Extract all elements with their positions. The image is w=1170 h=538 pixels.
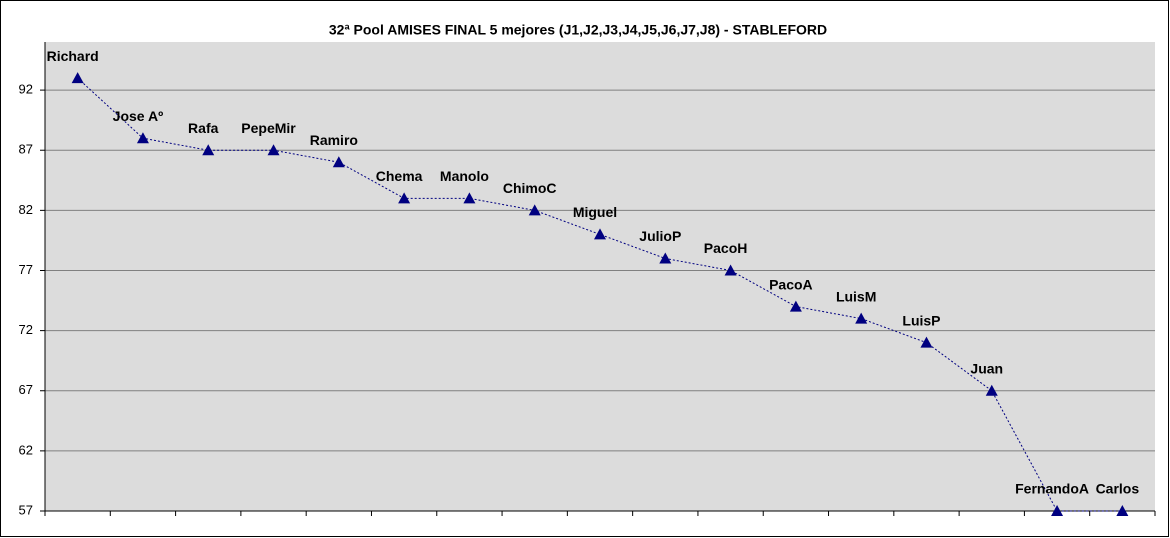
marker <box>724 264 737 276</box>
marker <box>920 336 933 348</box>
point-label: JulioP <box>639 228 681 244</box>
y-tick-label: 72 <box>19 322 33 337</box>
y-tick-label: 57 <box>19 502 33 517</box>
y-tick-label: 67 <box>19 382 33 397</box>
point-label: PepeMir <box>241 120 296 136</box>
marker <box>985 384 998 396</box>
y-tick-label: 92 <box>19 82 33 97</box>
marker <box>659 252 672 264</box>
point-label: PacoH <box>704 240 748 256</box>
point-label: Chema <box>376 168 423 184</box>
marker <box>202 144 215 156</box>
marker <box>463 192 476 204</box>
marker <box>789 300 802 312</box>
point-label: LuisM <box>836 288 876 304</box>
marker <box>398 192 411 204</box>
y-tick-label: 87 <box>19 142 33 157</box>
series-line <box>77 77 1123 512</box>
point-label: Carlos <box>1096 481 1140 497</box>
marker <box>332 156 345 168</box>
marker <box>1116 505 1129 516</box>
point-label: Richard <box>47 48 99 64</box>
marker <box>594 228 606 240</box>
marker <box>1051 505 1064 516</box>
point-label: Rafa <box>188 120 219 136</box>
point-label: Manolo <box>440 168 489 184</box>
marker <box>528 204 541 216</box>
point-label: Ramiro <box>310 132 358 148</box>
marker <box>855 312 868 324</box>
plot-area <box>45 42 1155 511</box>
y-tick-label: 77 <box>19 262 33 277</box>
marker <box>71 72 84 84</box>
y-tick-label: 62 <box>19 442 33 457</box>
marker <box>267 144 280 156</box>
point-label: Jose Aº <box>113 108 164 124</box>
point-label: ChimoC <box>503 180 557 196</box>
chart-title: 32ª Pool AMISES FINAL 5 mejores (J1,J2,J… <box>329 22 827 38</box>
marker <box>136 132 149 144</box>
y-tick-label: 82 <box>19 202 33 217</box>
point-label: Miguel <box>573 204 617 220</box>
point-label: PacoA <box>769 276 813 292</box>
point-label: LuisP <box>902 312 940 328</box>
point-label: FernandoA <box>1015 481 1089 497</box>
point-label: Juan <box>970 360 1003 376</box>
